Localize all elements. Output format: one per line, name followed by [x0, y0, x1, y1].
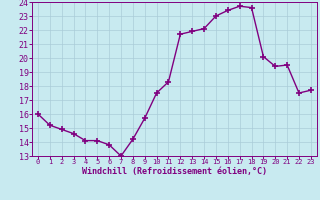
- X-axis label: Windchill (Refroidissement éolien,°C): Windchill (Refroidissement éolien,°C): [82, 167, 267, 176]
